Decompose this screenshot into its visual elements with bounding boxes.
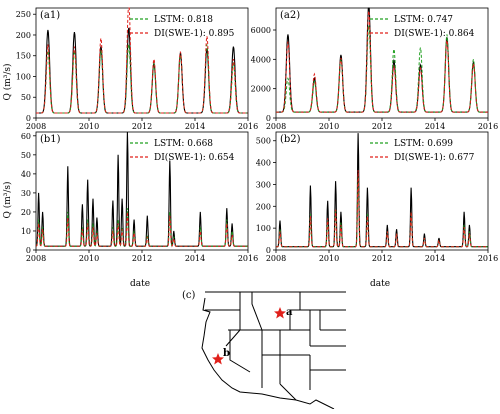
- panel-label: (b1): [40, 134, 61, 145]
- x-tick-label: 2014: [425, 122, 445, 131]
- plot-frame: [275, 7, 489, 119]
- y-tick-label: 0: [26, 246, 31, 255]
- y-tick-label: 30: [21, 189, 31, 198]
- x-tick-label: 2014: [185, 254, 205, 263]
- chart-panel-4: 2008 2010 2012 2014 2016 0 100 200 300 400 500 (b2)…: [256, 131, 498, 263]
- x-axis-label-right: date: [370, 279, 390, 289]
- y-tick-label: 0: [266, 114, 271, 123]
- plot-frame: [35, 7, 249, 119]
- y-tick-label: 4000: [251, 55, 271, 64]
- series-lstm: [36, 44, 248, 114]
- legend-entry: DI(SWE-1): 0.864: [394, 28, 475, 39]
- y-tick-label: 150: [16, 52, 31, 61]
- map-panel: (c) a b: [182, 290, 346, 410]
- legend-entry: LSTM: 0.818: [154, 15, 213, 25]
- x-tick-label: 2010: [79, 254, 99, 263]
- y-tick-label: 200: [256, 202, 271, 211]
- series-observed: [36, 27, 248, 114]
- y-tick-label: 2000: [251, 85, 271, 94]
- y-tick-label: 300: [256, 180, 271, 189]
- y-tick-label: 0: [266, 246, 271, 255]
- x-tick-label: 2016: [478, 122, 498, 131]
- series-di: [276, 170, 488, 248]
- legend-entry: LSTM: 0.668: [154, 139, 213, 149]
- x-tick-label: 2016: [478, 254, 498, 263]
- y-tick-label: 50: [21, 93, 31, 102]
- panel-label: (b2): [280, 134, 301, 145]
- series-observed: [276, 7, 488, 113]
- series-di: [276, 10, 488, 113]
- map-state-borders: [205, 292, 346, 401]
- x-tick-label: 2008: [266, 254, 286, 263]
- y-tick-label: 250: [16, 10, 31, 19]
- series-lstm: [35, 208, 248, 247]
- x-tick-label: 2008: [26, 254, 46, 263]
- western-us-map: [201, 291, 346, 410]
- x-tick-label: 2010: [319, 122, 339, 131]
- panel-label: (a1): [40, 10, 60, 21]
- y-axis-label-bottom: Q (m³/s): [2, 181, 13, 218]
- y-tick-label: 500: [256, 137, 271, 146]
- legend-entry: LSTM: 0.747: [394, 15, 453, 25]
- y-tick-label: 100: [16, 72, 31, 81]
- series-lstm: [276, 25, 488, 113]
- x-tick-label: 2016: [238, 122, 258, 131]
- x-tick-label: 2012: [372, 254, 392, 263]
- x-tick-label: 2014: [425, 254, 445, 263]
- y-tick-label: 60: [21, 132, 31, 141]
- x-tick-label: 2010: [319, 254, 339, 263]
- chart-panel-2: 2008 2010 2012 2014 2016 0 2000 4000 6000 (a2) LST…: [251, 7, 498, 131]
- y-tick-label: 0: [26, 114, 31, 123]
- map-coastline: [201, 297, 335, 410]
- y-tick-label: 6000: [251, 26, 271, 35]
- legend-entry: DI(SWE-1): 0.677: [394, 152, 475, 163]
- legend-entry: DI(SWE-1): 0.895: [154, 28, 235, 39]
- y-tick-label: 200: [16, 31, 31, 40]
- y-tick-label: 10: [21, 227, 31, 236]
- x-tick-label: 2014: [185, 122, 205, 131]
- x-tick-label: 2012: [372, 122, 392, 131]
- y-tick-label: 100: [256, 224, 271, 233]
- chart-panel-3: 2008 2010 2012 2014 2016 0 10 20 30 40 50 60 (b1) LST…: [21, 131, 258, 263]
- y-tick-label: 50: [21, 151, 31, 160]
- y-tick-label: 20: [21, 208, 31, 217]
- series-lstm: [276, 176, 488, 248]
- y-tick-label: 40: [21, 170, 31, 179]
- site-b-label: b: [223, 348, 230, 359]
- y-axis-label-top: Q (m³/s): [2, 63, 13, 100]
- legend-entry: LSTM: 0.699: [394, 139, 453, 149]
- series-observed: [35, 131, 248, 248]
- site-b-star: [212, 353, 224, 365]
- site-a-star: [274, 307, 286, 319]
- map-site-markers: [212, 307, 286, 365]
- panel-label: (a2): [280, 10, 300, 21]
- x-tick-label: 2016: [238, 254, 258, 263]
- map-panel-label: (c): [182, 290, 196, 301]
- site-a-label: a: [286, 307, 293, 318]
- x-tick-label: 2008: [266, 122, 286, 131]
- x-tick-label: 2010: [79, 122, 99, 131]
- series-di: [36, 7, 248, 114]
- x-tick-label: 2012: [132, 122, 152, 131]
- x-axis-label-left: date: [130, 279, 150, 289]
- plot-frame: [275, 131, 489, 251]
- series-observed: [276, 133, 488, 248]
- x-tick-label: 2008: [26, 122, 46, 131]
- x-tick-label: 2012: [132, 254, 152, 263]
- chart-panel-1: 2008 2010 2012 2014 2016 0 50 100 150 200 250 (a1) L…: [16, 7, 258, 131]
- y-tick-label: 400: [256, 159, 271, 168]
- legend-entry: DI(SWE-1): 0.654: [154, 152, 235, 163]
